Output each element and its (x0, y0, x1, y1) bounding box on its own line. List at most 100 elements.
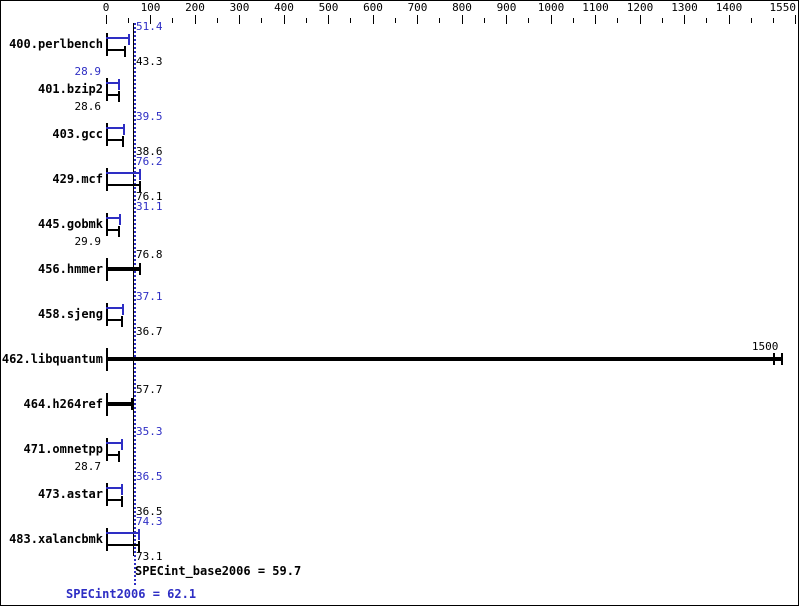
axis-major-tick (595, 15, 596, 24)
peak-bar-end-cap (138, 529, 141, 540)
merged-bar-end-cap (130, 398, 133, 410)
bar-value-label: 28.9 (74, 65, 102, 78)
bar-value-label: 1500 (751, 340, 779, 353)
benchmark-name: 473.astar (37, 487, 103, 501)
axis-minor-tick (350, 18, 352, 23)
base-bar-end-cap (118, 226, 121, 237)
peak-bar (106, 487, 123, 489)
bar-left-cap (106, 33, 108, 56)
axis-tick-label: 1550 (769, 1, 797, 14)
peak-bar-end-cap (138, 169, 141, 180)
benchmark-name: 458.sjeng (37, 307, 103, 321)
benchmark-name: 456.hmmer (37, 262, 103, 276)
benchmark-name: 401.bzip2 (37, 82, 103, 96)
base-bar (106, 94, 119, 96)
bar-value-label: 31.1 (136, 200, 163, 213)
merged-bar-end-cap (139, 263, 142, 275)
bar-value-label: 28.7 (74, 460, 102, 473)
bar-left-cap (106, 78, 108, 101)
bar-value-label: 38.6 (136, 145, 163, 158)
specint-base2006-mean-line (133, 23, 134, 556)
base-bar-end-cap (117, 451, 120, 462)
benchmark-name: 483.xalancbmk (9, 532, 103, 546)
base-bar (106, 139, 124, 141)
axis-minor-tick (661, 18, 663, 23)
axis-tick-label: 300 (229, 1, 250, 14)
base-bar (106, 499, 123, 501)
axis-major-tick (105, 15, 107, 24)
peak-bar (106, 532, 140, 534)
merged-base-peak-bar (106, 357, 783, 361)
axis-minor-tick (528, 18, 530, 23)
merged-bar-end-cap (781, 353, 784, 365)
axis-minor-tick (394, 18, 396, 23)
base-bar-end-cap (121, 316, 124, 327)
benchmark-name: 403.gcc (52, 127, 103, 141)
axis-major-tick (684, 15, 685, 24)
peak-bar (106, 82, 119, 84)
axis-tick-label: 1300 (671, 1, 698, 14)
benchmark-name: 400.perlbench (9, 37, 103, 51)
bar-left-cap (106, 528, 108, 551)
base-bar-end-cap (117, 91, 120, 102)
axis-minor-tick (127, 18, 129, 23)
bar-value-label: 28.6 (74, 100, 102, 113)
peak-bar (106, 172, 140, 174)
base-bar-end-cap (137, 541, 140, 552)
axis-major-tick (461, 15, 463, 24)
axis-minor-tick (617, 18, 619, 23)
axis-tick-label: 1000 (537, 1, 565, 14)
peak-bar-end-cap (120, 439, 123, 450)
specint2006-mean-line (134, 23, 136, 585)
axis-major-tick (194, 15, 196, 24)
peak-bar (106, 127, 124, 129)
axis-minor-tick (773, 18, 774, 23)
axis-minor-tick (261, 18, 263, 23)
base-bar (106, 184, 140, 186)
axis-major-tick (728, 15, 730, 24)
base-bar (106, 319, 123, 321)
peak-bar-end-cap (117, 79, 120, 90)
specint2006-summary-label: SPECint2006 = 62.1 (66, 587, 197, 601)
benchmark-name: 445.gobmk (37, 217, 103, 231)
axis-minor-tick (172, 18, 174, 23)
axis-tick-label: 400 (274, 1, 294, 14)
axis-major-tick (417, 15, 418, 24)
peak-bar (106, 37, 129, 39)
axis-tick-label: 100 (140, 1, 161, 14)
bar-left-cap (106, 483, 108, 506)
axis-major-tick (550, 15, 552, 24)
base-bar (106, 49, 126, 51)
bar-value-label: 29.9 (74, 235, 102, 248)
merged-bar-end-cap (772, 353, 775, 365)
peak-bar-end-cap (121, 484, 124, 495)
base-bar (106, 454, 119, 456)
axis-major-tick (328, 15, 329, 24)
bar-left-cap (106, 438, 108, 461)
base-bar-end-cap (138, 181, 141, 192)
axis-major-tick (639, 15, 641, 24)
specint-base2006-summary-label: SPECint_base2006 = 59.7 (135, 564, 302, 578)
axis-minor-tick (572, 18, 574, 23)
bar-value-label: 76.2 (136, 155, 163, 168)
bar-value-label: 39.5 (136, 110, 163, 123)
bar-value-label: 74.3 (136, 515, 163, 528)
axis-tick-label: 1100 (582, 1, 609, 14)
axis-major-tick (795, 15, 797, 24)
axis-major-tick (372, 15, 374, 24)
peak-bar (106, 442, 122, 444)
axis-major-tick (506, 15, 507, 24)
peak-bar-end-cap (122, 124, 125, 135)
axis-tick-label: 900 (496, 1, 517, 14)
axis-minor-tick (216, 18, 218, 23)
peak-bar-end-cap (121, 304, 124, 315)
bar-left-cap (106, 123, 108, 146)
benchmark-name: 464.h264ref (23, 397, 103, 411)
bar-left-cap (106, 168, 108, 191)
bar-value-label: 36.5 (136, 470, 163, 483)
axis-major-tick (150, 15, 151, 24)
benchmark-name: 471.omnetpp (23, 442, 103, 456)
axis-minor-tick (305, 18, 307, 23)
